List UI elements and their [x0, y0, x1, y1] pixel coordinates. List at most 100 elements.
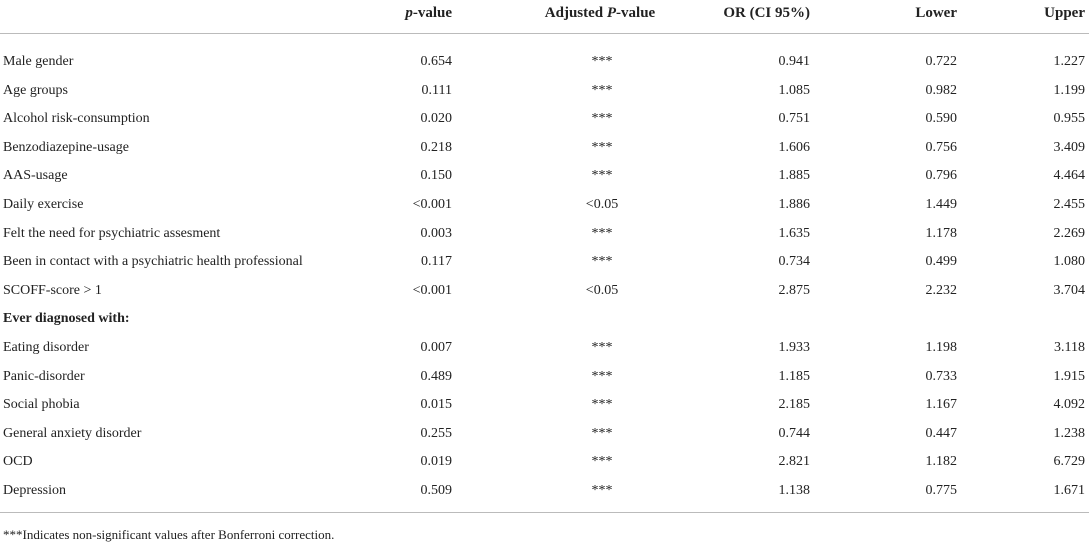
cell-value: 0.150: [420, 168, 453, 184]
cell-value: 0.111: [421, 82, 452, 98]
cell-value: 0.003: [420, 225, 453, 241]
cell-value: 1.080: [1053, 254, 1086, 270]
cell-value: ***: [591, 454, 613, 470]
cell-value: 1.138: [778, 483, 811, 498]
cell-value: ***: [591, 425, 613, 441]
cell-value: 0.734: [778, 254, 811, 270]
cell-value: 0.590: [925, 111, 958, 127]
bottom-rule: [0, 512, 1089, 513]
cell-value: 1.635: [778, 225, 811, 241]
cell-value: 2.232: [925, 282, 958, 298]
cell-value: 0.489: [420, 368, 453, 384]
cell-value: 1.915: [1053, 368, 1086, 384]
cell-value: 0.654: [420, 54, 453, 69]
cell-value: 1.933: [778, 340, 811, 355]
cell-value: 0.447: [925, 425, 958, 441]
cell-value: 2.875: [778, 282, 811, 298]
row-label: Age groups: [3, 82, 68, 98]
cell-value: ***: [591, 225, 613, 241]
cell-value: 2.455: [1053, 197, 1086, 212]
cell-value: 1.178: [925, 225, 958, 241]
cell-value: 1.085: [778, 82, 811, 98]
cell-value: ***: [591, 254, 613, 270]
row-label: Daily exercise: [3, 197, 84, 212]
cell-value: 0.941: [778, 54, 811, 69]
cell-value: <0.05: [585, 197, 619, 212]
header-run: -value: [616, 5, 656, 21]
row-label: Panic-disorder: [3, 368, 85, 384]
cell-value: 4.092: [1053, 397, 1086, 413]
cell-value: 1.182: [925, 454, 958, 470]
cell-value: 1.199: [1053, 82, 1086, 98]
row-label: General anxiety disorder: [3, 425, 142, 441]
row-label: Eating disorder: [3, 340, 89, 355]
cell-value: ***: [591, 340, 613, 355]
section-label: Ever diagnosed with:: [3, 311, 130, 327]
cell-value: ***: [591, 168, 613, 184]
cell-value: 0.775: [925, 483, 958, 498]
cell-value: 1.886: [778, 197, 811, 212]
cell-value: ***: [591, 368, 613, 384]
cell-value: 4.464: [1053, 168, 1086, 184]
header-run: P: [606, 5, 617, 21]
cell-value: 1.167: [925, 397, 958, 413]
cell-value: 3.409: [1053, 139, 1086, 155]
header-run: p: [405, 5, 413, 21]
cell-value: 6.729: [1053, 454, 1086, 470]
row-label: SCOFF-score > 1: [3, 282, 102, 298]
cell-value: ***: [591, 82, 613, 98]
column-header: p-value: [405, 4, 452, 22]
header-run: -value: [412, 5, 452, 21]
row-label: Male gender: [3, 54, 74, 69]
cell-value: 1.606: [778, 139, 811, 155]
column-header: Adjusted P-value: [545, 4, 655, 22]
cell-value: 1.238: [1053, 425, 1086, 441]
cell-value: 2.185: [778, 397, 811, 413]
cell-value: 0.499: [925, 254, 958, 270]
row-label: AAS-usage: [3, 168, 68, 184]
cell-value: 0.744: [778, 425, 811, 441]
cell-value: 0.117: [421, 254, 452, 270]
cell-value: 0.756: [925, 139, 958, 155]
footnote: ***Indicates non-significant values afte…: [3, 527, 335, 542]
cell-value: 0.218: [420, 139, 453, 155]
column-header: OR (CI 95%): [723, 5, 810, 21]
cell-value: 1.185: [778, 368, 811, 384]
cell-value: 0.796: [925, 168, 958, 184]
cell-value: ***: [591, 483, 613, 498]
cell-value: ***: [591, 54, 613, 69]
cell-value: 3.704: [1053, 282, 1086, 298]
cell-value: <0.05: [585, 282, 619, 298]
cell-value: 0.733: [925, 368, 958, 384]
cell-value: 2.821: [778, 454, 811, 470]
cell-value: ***: [591, 139, 613, 155]
cell-value: <0.001: [412, 282, 452, 298]
row-label: Been in contact with a psychiatric healt…: [3, 254, 303, 270]
cell-value: 0.751: [778, 111, 811, 127]
cell-value: 0.007: [420, 340, 453, 355]
header-rule: [0, 33, 1089, 34]
cell-value: 1.671: [1053, 483, 1086, 498]
row-label: OCD: [3, 454, 33, 470]
cell-value: 1.885: [778, 168, 811, 184]
row-label: Alcohol risk-consumption: [3, 111, 150, 127]
cell-value: ***: [591, 397, 613, 413]
cell-value: 1.449: [925, 197, 958, 212]
header-run: Adjusted: [544, 5, 607, 21]
cell-value: 0.020: [420, 111, 453, 127]
row-label: Social phobia: [3, 397, 80, 413]
row-label: Felt the need for psychiatric assesment: [3, 225, 221, 241]
column-header: Upper: [1044, 5, 1085, 21]
cell-value: 0.509: [420, 483, 453, 498]
cell-value: 0.955: [1053, 111, 1086, 127]
cell-value: 0.019: [420, 454, 453, 470]
cell-value: <0.001: [412, 197, 452, 212]
cell-value: 0.015: [420, 397, 453, 413]
cell-value: 2.269: [1053, 225, 1086, 241]
cell-value: 1.227: [1053, 54, 1086, 69]
cell-value: 0.982: [925, 82, 958, 98]
column-header: Lower: [915, 5, 957, 21]
row-label: Benzodiazepine-usage: [3, 139, 129, 155]
row-label: Depression: [3, 483, 66, 498]
